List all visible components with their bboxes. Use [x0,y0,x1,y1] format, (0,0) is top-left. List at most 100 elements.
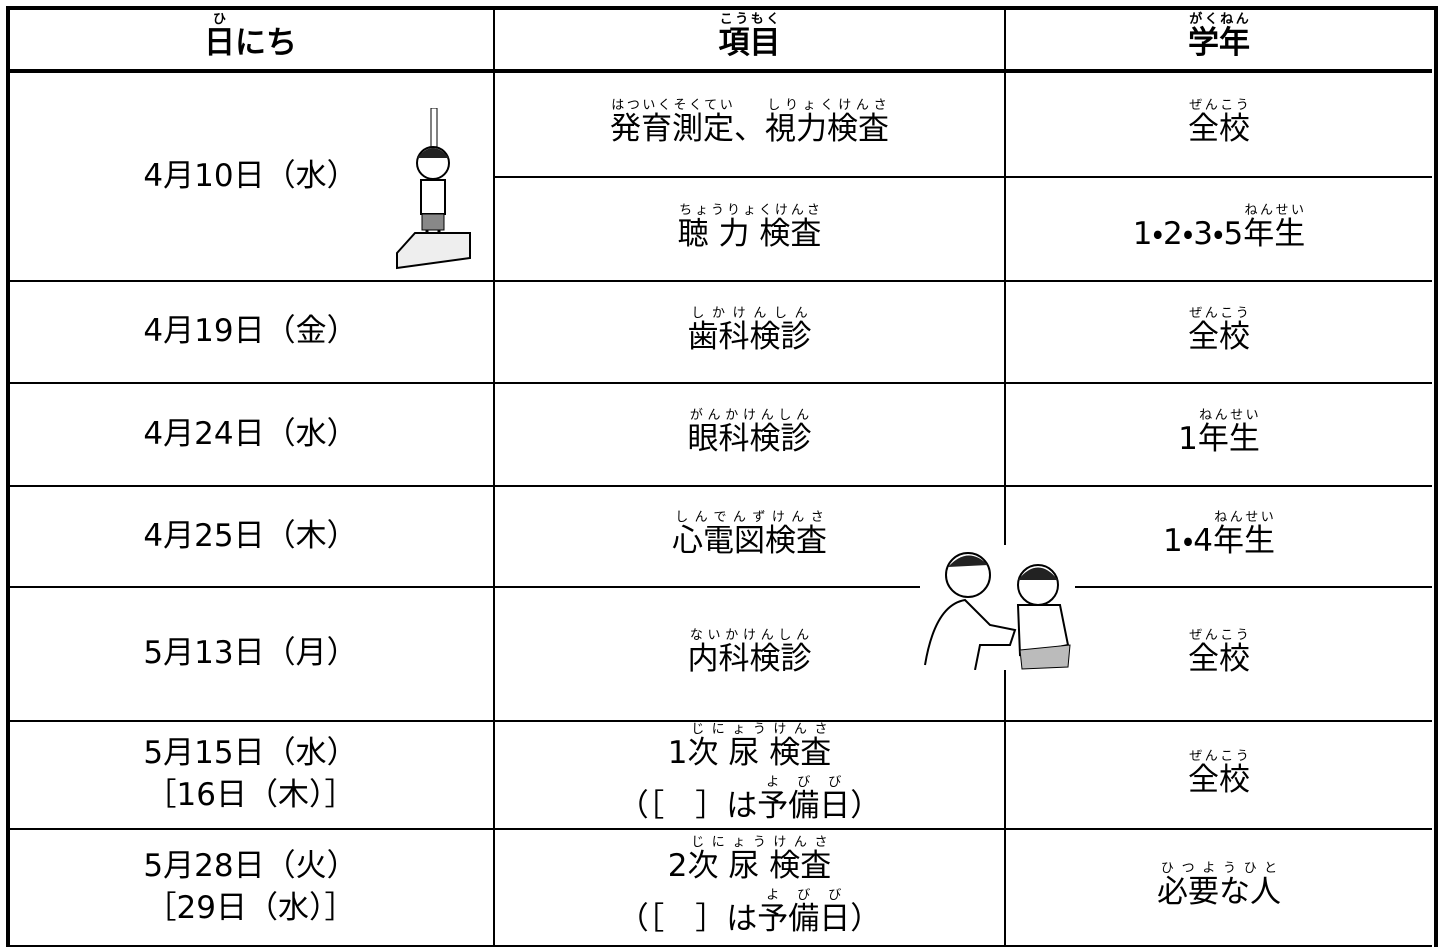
text: 2 [667,847,688,884]
base-text: 全校 [1188,318,1250,355]
furigana: じにょうけんさ [687,722,832,738]
grade-cell: 1・2・3・5年生ねんせい [1006,178,1432,282]
date-cell: 4月19日（金） [8,282,495,384]
text-line: 日ひにち [204,12,297,65]
ruby-text: 視力検査しりょくけんさ [765,98,889,148]
text-line: 歯科検診しかけんしん [688,306,812,359]
text: ） [850,900,882,937]
text-line: 内科検診ないかけんしん [688,628,812,681]
furigana: ちょうりょくけんさ [677,202,822,218]
text-line: ［29日（水）］ [146,888,356,930]
header-cell: 日ひにち [8,8,495,73]
furigana: ぜんこう [1188,748,1250,764]
base-text: 年生 [1213,523,1275,560]
ruby-text: 日ひ [204,12,235,62]
furigana: じにょうけんさ [687,834,832,850]
ruby-text: 予備日よびび [757,888,851,937]
base-text: 視力検査 [765,111,889,148]
grade-cell: 全校ぜんこう [1006,588,1432,722]
base-text: 日 [204,25,235,62]
text-line: 全校ぜんこう [1188,749,1250,802]
furigana: ねんせい [1213,510,1275,526]
item-cell: 聴 力 検査ちょうりょくけんさ [495,178,1006,282]
text: にち [235,25,297,62]
item-cell: 眼科検診がんかけんしん [495,384,1006,487]
ruby-text: 全校ぜんこう [1188,306,1250,355]
base-text: 学年 [1188,25,1250,62]
base-text: 内科検診 [687,640,812,677]
text-line: 全校ぜんこう [1188,98,1250,151]
furigana: ぜんこう [1188,627,1250,643]
ruby-text: 学年がくねん [1188,12,1250,62]
ruby-text: 年生ねんせい [1213,510,1275,560]
ruby-text: 歯科検診しかけんしん [688,306,812,355]
date-cell: 5月15日（水） ［16日（木）］ [8,722,495,830]
text-line: 聴 力 検査ちょうりょくけんさ [678,203,822,256]
grade-cell: 必要な人ひつようひと [1006,830,1432,947]
text: ［29日（水）］ [145,889,356,926]
furigana: はついくそくてい [610,98,734,114]
ruby-text: 全校ぜんこう [1188,749,1250,798]
text-line: 2次 尿 検査じにょうけんさ [668,835,831,888]
text: 5月15日（水） [143,735,358,772]
text-line: 1年生ねんせい [1178,408,1260,461]
base-text: 予備日 [757,900,851,937]
grade-cell: 全校ぜんこう [1006,722,1432,830]
ruby-text: 年生ねんせい [1243,203,1306,252]
text-line: 1次 尿 検査じにょうけんさ [668,722,831,775]
item-cell: 心電図検査しんでんずけんさ [495,487,1006,588]
base-text: 全校 [1188,640,1250,677]
text: （［ ］は [617,900,758,937]
text-line: 全校ぜんこう [1188,628,1250,681]
text-line: 発育測定はついくそくてい、視力検査しりょくけんさ [610,98,889,151]
base-text: 全校 [1188,111,1250,148]
text: 4月19日（金） [143,313,358,350]
text: 、 [734,111,765,148]
base-text: 心電図検査 [672,523,827,560]
base-text: 聴 力 検査 [677,215,822,252]
ruby-text: 次 尿 検査じにょうけんさ [688,722,832,771]
text: 5月13日（月） [143,635,358,672]
text-line: 4月24日（水） [143,414,357,456]
base-text: 年生 [1197,421,1260,458]
furigana: ねんせい [1243,202,1306,218]
ruby-text: 全校ぜんこう [1188,98,1250,148]
ruby-text: 項目こうもく [718,12,781,62]
text: 1・2・3・5 [1132,215,1244,252]
text-line: 4月10日（水） [143,156,357,198]
grade-cell: 1・4年生ねんせい [1006,487,1432,588]
base-text: 全校 [1188,761,1250,798]
text: 4月10日（水） [143,157,358,194]
ruby-text: 聴 力 検査ちょうりょくけんさ [677,203,822,252]
item-cell: 歯科検診しかけんしん [495,282,1006,384]
base-text: 項目 [718,25,781,62]
text-line: 項目こうもく [719,12,781,65]
base-text: 年生 [1243,215,1306,252]
grade-cell: 全校ぜんこう [1006,73,1432,178]
illustration-doctor [920,545,1075,670]
text: 1・4 [1163,523,1213,560]
grade-cell: 1年生ねんせい [1006,384,1432,487]
date-cell: 4月10日（水） [8,73,495,282]
item-cell: 発育測定はついくそくてい、視力検査しりょくけんさ [495,73,1006,178]
illustration-height [396,108,471,270]
date-cell: 5月28日（火） ［29日（水）］ [8,830,495,947]
furigana: ねんせい [1197,408,1260,424]
date-cell: 4月25日（木） [8,487,495,588]
item-cell: 1次 尿 検査じにょうけんさ （［ ］は予備日よびび） [495,722,1006,830]
ruby-text: 必要な人ひつようひと [1157,861,1281,911]
text-line: （［ ］は予備日よびび） [618,888,882,941]
ruby-text: 内科検診ないかけんしん [687,628,812,677]
base-text: 必要な人 [1157,874,1281,911]
base-text: 次 尿 検査 [687,847,832,884]
furigana: ぜんこう [1188,98,1250,114]
ruby-text: 年生ねんせい [1197,408,1260,458]
furigana: しかけんしん [687,305,812,321]
text-line: 必要な人ひつようひと [1157,861,1281,914]
text: 1 [667,735,688,772]
text-line: ［16日（木）］ [146,775,356,817]
text: ） [850,788,882,824]
text-line: 4月19日（金） [143,311,357,353]
text: （［ ］は [617,788,758,824]
